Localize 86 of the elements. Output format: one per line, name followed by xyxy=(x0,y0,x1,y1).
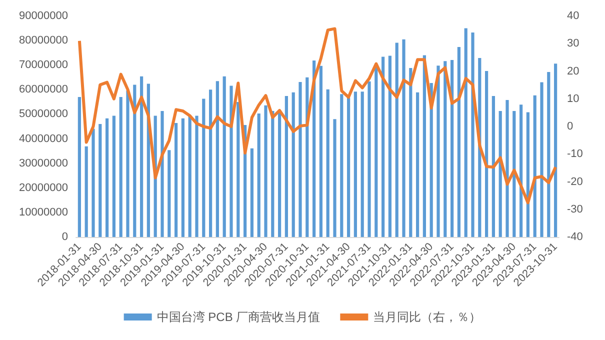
bar xyxy=(230,86,233,237)
y2-tick-label: -20 xyxy=(567,176,583,188)
bar xyxy=(257,113,260,237)
bar xyxy=(492,96,496,237)
y-tick-label: 0 xyxy=(62,231,68,243)
bar xyxy=(284,96,288,237)
bar xyxy=(168,150,171,237)
y-tick-label: 40000000 xyxy=(19,132,68,145)
y-tick-label: 10000000 xyxy=(19,206,68,218)
bar xyxy=(112,116,116,237)
bar xyxy=(84,146,88,237)
bar xyxy=(140,76,144,237)
bar xyxy=(126,90,130,237)
bar xyxy=(416,92,420,237)
bar xyxy=(471,32,474,237)
bar xyxy=(464,28,468,237)
y-tick-label: 90000000 xyxy=(19,10,68,22)
y-tick-label: 50000000 xyxy=(19,108,68,120)
bar xyxy=(485,71,488,237)
bar xyxy=(409,68,412,237)
bar xyxy=(271,111,274,237)
bar xyxy=(368,81,371,237)
bar xyxy=(340,94,344,237)
y2-tick-label: 20 xyxy=(567,65,580,78)
bar xyxy=(554,64,558,237)
legend-label: 中国台湾 PCB 厂商营收当月值 xyxy=(156,310,320,324)
bar xyxy=(450,60,454,237)
y-tick-label: 30000000 xyxy=(19,157,68,170)
bar xyxy=(78,97,82,237)
bar xyxy=(174,123,178,237)
bar xyxy=(106,118,109,237)
bar xyxy=(395,42,398,237)
bar xyxy=(519,104,523,237)
bar xyxy=(236,102,240,237)
bar xyxy=(402,39,406,237)
legend-label: 当月同比（右，％） xyxy=(373,310,482,324)
bar xyxy=(119,97,122,237)
bar xyxy=(216,81,220,237)
bar xyxy=(264,105,268,237)
bar xyxy=(506,100,509,237)
bar xyxy=(306,77,309,237)
bar xyxy=(326,89,330,237)
y2-tick-label: 40 xyxy=(567,10,580,22)
bar xyxy=(444,61,447,237)
y-tick-label: 20000000 xyxy=(19,182,68,194)
line-series xyxy=(78,27,558,204)
bar xyxy=(388,56,392,237)
bar xyxy=(498,111,502,237)
bar xyxy=(209,90,212,237)
bar xyxy=(360,92,364,237)
bar xyxy=(319,66,323,237)
y2-tick-label: -40 xyxy=(567,231,583,243)
y2-tick-label: -30 xyxy=(567,203,583,216)
y2-tick-label: 30 xyxy=(567,38,580,50)
bar xyxy=(422,55,426,237)
bar xyxy=(547,72,550,237)
bar xyxy=(160,111,164,237)
bar xyxy=(512,111,516,237)
bar xyxy=(181,118,185,237)
bar xyxy=(533,95,536,237)
bar xyxy=(540,82,544,237)
bar xyxy=(374,67,378,237)
y2-tick-label: 10 xyxy=(567,92,580,105)
bar xyxy=(436,66,440,237)
bar xyxy=(133,84,136,237)
bar xyxy=(382,56,385,237)
bar xyxy=(98,124,102,237)
bar xyxy=(188,116,192,237)
bar xyxy=(457,46,461,237)
bar xyxy=(278,112,282,237)
bar xyxy=(298,82,302,237)
bar xyxy=(222,76,226,237)
bar xyxy=(347,98,350,237)
y-tick-label: 70000000 xyxy=(19,59,68,72)
bar xyxy=(92,128,95,237)
bar xyxy=(354,92,358,237)
bar xyxy=(250,148,254,237)
y-tick-label: 80000000 xyxy=(19,34,68,47)
bar xyxy=(333,119,336,237)
y2-tick-label: 0 xyxy=(567,120,574,132)
bar xyxy=(195,116,198,237)
bar xyxy=(292,92,295,237)
y-tick-label: 60000000 xyxy=(19,84,68,96)
y2-tick-label: -10 xyxy=(567,148,583,160)
bar xyxy=(526,112,530,237)
bar xyxy=(202,98,206,237)
